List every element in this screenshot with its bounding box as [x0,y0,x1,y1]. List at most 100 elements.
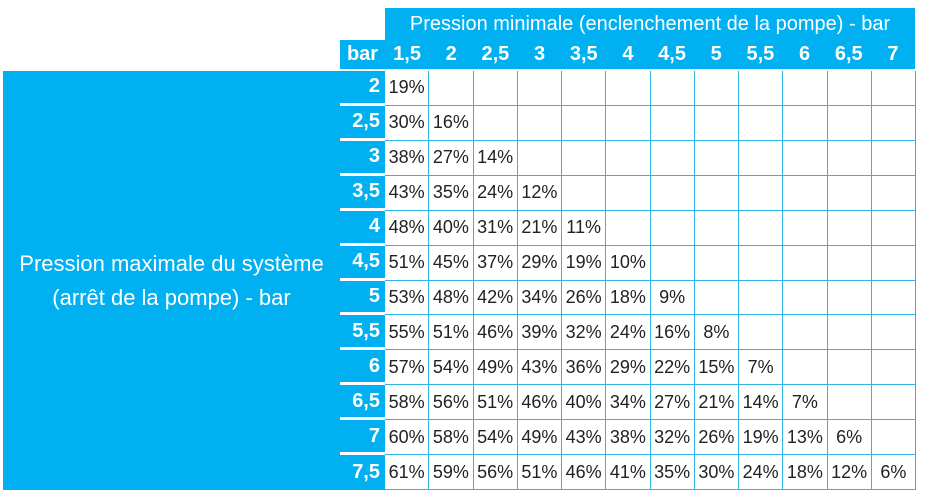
data-cell: 43% [517,350,562,386]
data-cell: 55% [385,315,430,351]
data-cell [783,315,828,351]
column-header-cell: 6 [799,43,811,65]
data-cell [871,105,916,141]
data-cell: 21% [517,210,562,246]
data-cell [739,315,784,351]
data-cell: 43% [385,175,430,211]
row-header-cell: 3,5 [340,175,385,211]
data-cell [827,350,872,386]
row-header-cell: 3 [340,140,385,176]
data-cell [871,385,916,421]
data-cell: 54% [429,350,474,386]
data-cell: 11% [562,210,607,246]
row-header-cell: 7,5 [340,455,385,490]
data-cell [694,245,739,281]
data-cell [827,280,872,316]
row-header-cell: 4,5 [340,245,385,281]
data-cell [783,350,828,386]
data-cell: 14% [473,140,518,176]
data-cell [871,280,916,316]
data-cell [871,71,916,106]
data-cell [473,105,518,141]
data-cell: 30% [694,455,739,490]
data-cell: 36% [562,350,607,386]
column-header-cell: 2,5 [481,43,510,65]
data-cell [562,71,607,106]
data-cell [694,140,739,176]
data-cell: 51% [429,315,474,351]
data-cell [650,175,695,211]
column-header-cell: 5,5 [746,43,775,65]
data-cell [783,210,828,246]
data-cell: 32% [562,315,607,351]
data-cell: 38% [385,140,430,176]
data-cell: 46% [517,385,562,421]
column-header-row: 1,5 2 2,5 3 3,5 4 4,5 5 5,5 6 6,5 7 [385,40,915,69]
row-header-cell: 5 [340,280,385,316]
data-cell: 56% [429,385,474,421]
data-cell [871,175,916,211]
data-cell: 40% [562,385,607,421]
data-cell [739,71,784,106]
data-cell [827,245,872,281]
row-header-cell: 6,5 [340,385,385,421]
data-cell [606,140,651,176]
min-pressure-header: Pression minimale (enclenchement de la p… [385,8,915,40]
column-header-cell: 4,5 [658,43,686,65]
data-cell: 10% [606,245,651,281]
data-cell: 46% [473,315,518,351]
data-cell [739,210,784,246]
data-cell [871,210,916,246]
data-cell [650,105,695,141]
row-header-cell: 5,5 [340,315,385,351]
data-cell [827,105,872,141]
data-cell: 15% [694,350,739,386]
data-cell: 9% [650,280,695,316]
data-cell [871,245,916,281]
data-cell: 31% [473,210,518,246]
data-cell: 48% [385,210,430,246]
data-cell [650,140,695,176]
max-pressure-label: Pression maximale du système (arrêt de l… [3,71,340,490]
data-cell [827,385,872,421]
data-cell: 58% [385,385,430,421]
data-cell [517,71,562,106]
data-cell [606,210,651,246]
data-cell: 35% [429,175,474,211]
data-cell: 53% [385,280,430,316]
data-cell: 19% [739,420,784,456]
data-cell: 12% [517,175,562,211]
data-cell: 37% [473,245,518,281]
data-cell [694,280,739,316]
data-cell [517,140,562,176]
data-cell: 59% [429,455,474,490]
data-cell [694,175,739,211]
data-cell: 24% [473,175,518,211]
data-cell: 8% [694,315,739,351]
data-cell: 61% [385,455,430,490]
data-cell [783,245,828,281]
data-cell [827,210,872,246]
data-cell: 16% [429,105,474,141]
data-cell: 26% [694,420,739,456]
data-cell [871,350,916,386]
data-cell: 30% [385,105,430,141]
data-cell: 51% [473,385,518,421]
data-cell [783,105,828,141]
data-cell: 6% [871,455,916,490]
column-header-cell: 3 [534,43,546,65]
data-cell: 29% [606,350,651,386]
data-cell: 56% [473,455,518,490]
data-cell: 6% [827,420,872,456]
data-cell [827,175,872,211]
data-cell: 45% [429,245,474,281]
data-cell [783,140,828,176]
data-cell [871,140,916,176]
data-cell: 40% [429,210,474,246]
data-cell: 26% [562,280,607,316]
data-cell [739,280,784,316]
data-cell: 24% [606,315,651,351]
column-header-cell: 6,5 [834,43,863,65]
data-cell: 27% [429,140,474,176]
